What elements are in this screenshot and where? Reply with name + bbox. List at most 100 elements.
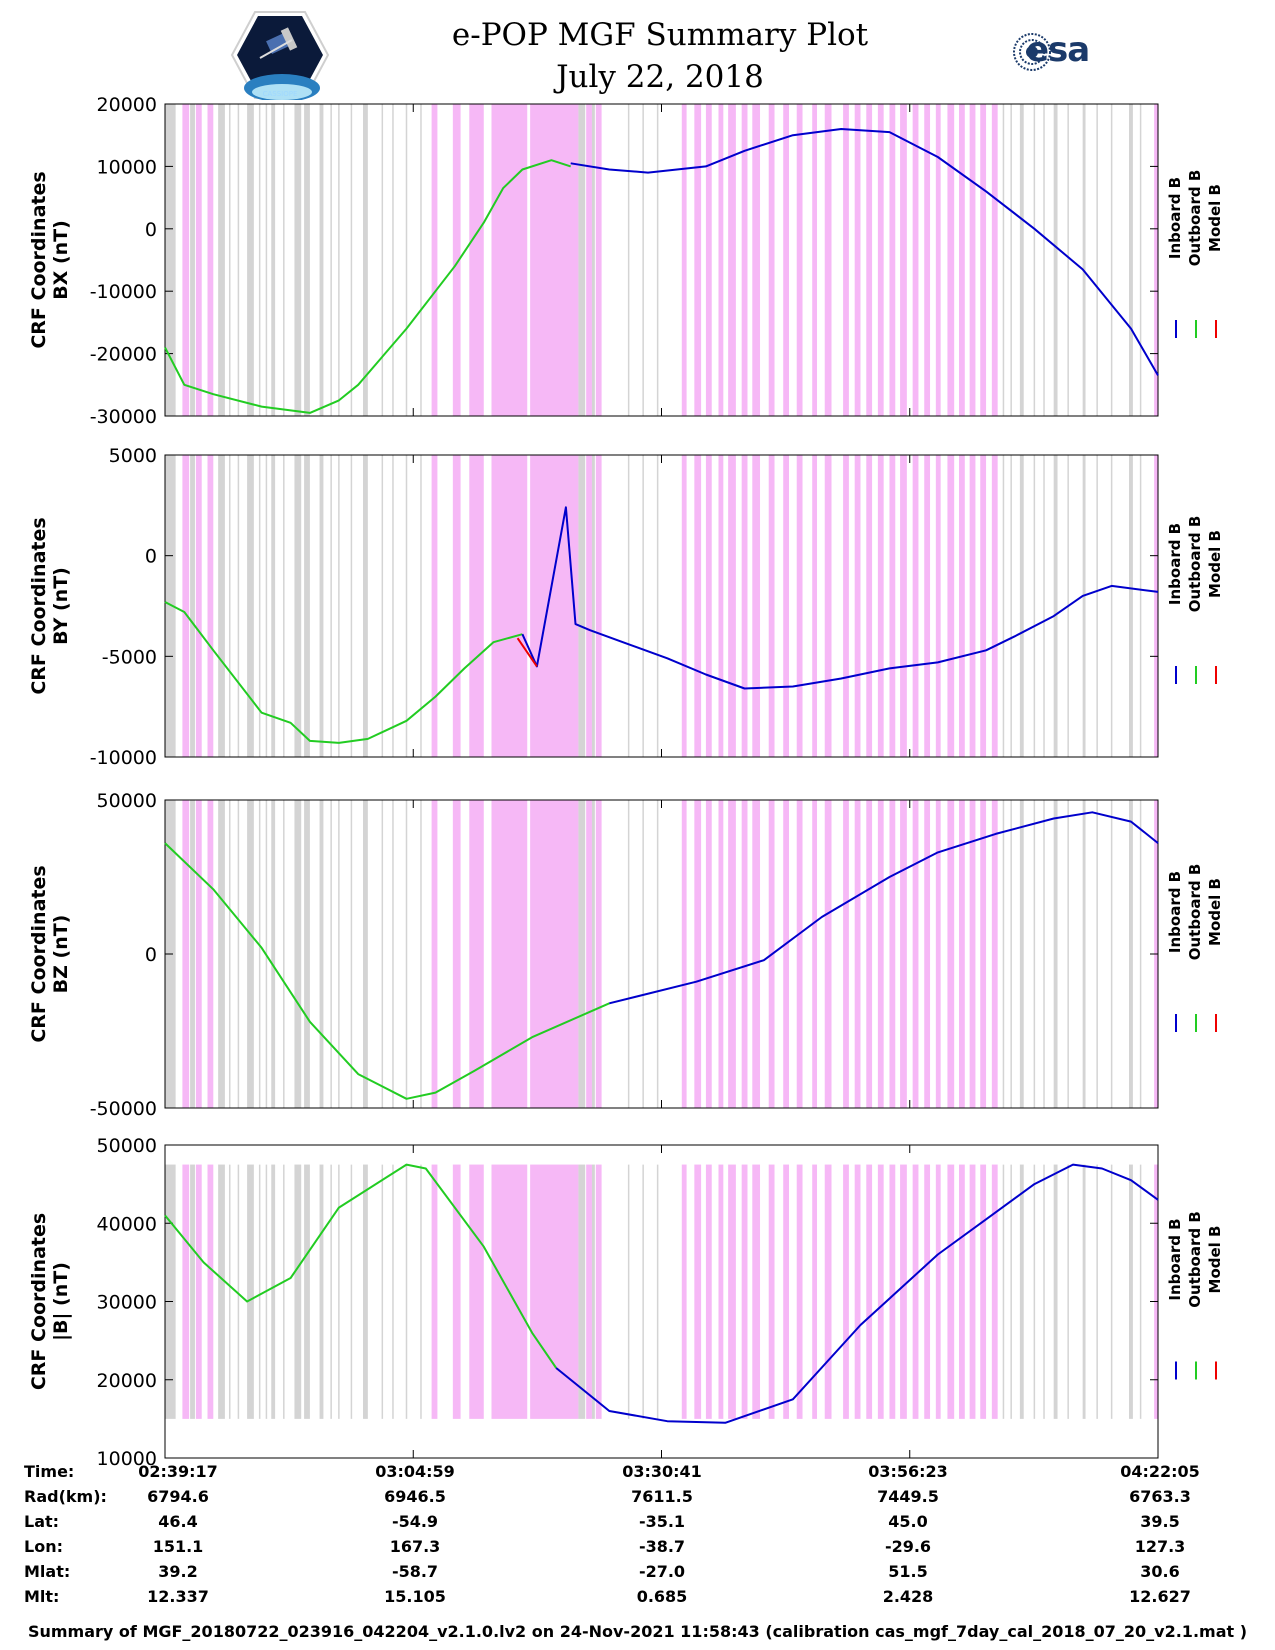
axes-frame bbox=[164, 454, 1159, 758]
band-gray bbox=[1019, 104, 1024, 416]
band-gray bbox=[218, 455, 225, 757]
y-tick-label: 0 bbox=[145, 219, 157, 241]
band-magenta bbox=[469, 455, 484, 757]
band-magenta bbox=[491, 800, 528, 1108]
info-row-value: -29.6 bbox=[884, 1537, 932, 1556]
band-gray bbox=[1129, 455, 1133, 757]
band-magenta bbox=[595, 104, 602, 416]
y-tick-label: -10000 bbox=[90, 747, 157, 769]
band-magenta bbox=[991, 1164, 998, 1419]
band-magenta bbox=[530, 800, 579, 1108]
band-magenta bbox=[595, 800, 602, 1108]
info-row-value: 02:39:17 bbox=[138, 1462, 218, 1481]
band-magenta bbox=[866, 455, 873, 757]
band-magenta bbox=[843, 800, 849, 1108]
legend-label: Inboard B bbox=[1166, 871, 1184, 953]
summary-line: Summary of MGF_20180722_023916_042204_v2… bbox=[27, 1622, 1248, 1641]
y-axis-label: CRF CoordinatesBZ (nT) bbox=[28, 865, 72, 1042]
esa-logo-text: esa bbox=[1026, 30, 1090, 70]
band-magenta bbox=[912, 800, 919, 1108]
band-gray bbox=[218, 104, 225, 416]
band-magenta bbox=[431, 455, 438, 757]
band-magenta bbox=[741, 455, 748, 757]
band-magenta bbox=[889, 455, 896, 757]
band-magenta bbox=[783, 104, 790, 416]
band-gray bbox=[1129, 800, 1133, 1108]
band-gray bbox=[1053, 455, 1058, 757]
band-gray bbox=[218, 800, 225, 1108]
y-tick-label: 0 bbox=[145, 944, 157, 966]
band-magenta bbox=[681, 104, 687, 416]
info-row-value: 51.5 bbox=[888, 1562, 928, 1581]
band-gray bbox=[319, 455, 324, 757]
y-tick-label: 0 bbox=[145, 546, 157, 568]
y-axis-label: CRF CoordinatesBX (nT) bbox=[28, 171, 72, 348]
band-magenta bbox=[741, 1164, 748, 1419]
band-gray bbox=[304, 455, 310, 757]
y-tick-label: -10000 bbox=[90, 281, 157, 303]
band-gray bbox=[1019, 1164, 1024, 1419]
band-magenta bbox=[718, 800, 724, 1108]
info-row-value: -27.0 bbox=[638, 1562, 686, 1581]
info-row: Time: 02:39:17 03:04:59 03:30:41 03:56:23 04:… bbox=[0, 1462, 1275, 1486]
band-gray bbox=[304, 800, 310, 1108]
band-magenta bbox=[947, 800, 955, 1108]
y-tick-label: 30000 bbox=[97, 1292, 157, 1314]
legend-label: Outboard B bbox=[1186, 864, 1204, 961]
axes-frame bbox=[164, 1144, 1159, 1459]
band-magenta bbox=[741, 104, 748, 416]
band-magenta bbox=[947, 104, 955, 416]
series-inboard-b bbox=[521, 506, 1159, 690]
band-gray bbox=[190, 800, 195, 1108]
band-magenta bbox=[824, 455, 832, 757]
band-magenta bbox=[694, 104, 702, 416]
band-magenta bbox=[866, 104, 873, 416]
band-magenta bbox=[812, 455, 818, 757]
info-row-value: 45.0 bbox=[888, 1512, 928, 1531]
band-magenta bbox=[595, 455, 602, 757]
band-magenta bbox=[705, 1164, 712, 1419]
band-magenta bbox=[877, 104, 884, 416]
band-magenta bbox=[854, 104, 861, 416]
band-gray bbox=[247, 800, 254, 1108]
info-row-value: 04:22:05 bbox=[1120, 1462, 1200, 1481]
band-magenta bbox=[877, 455, 884, 757]
band-gray bbox=[363, 104, 368, 416]
band-magenta bbox=[752, 1164, 761, 1419]
band-gray bbox=[294, 104, 302, 416]
band-magenta bbox=[728, 104, 736, 416]
legend-label: Outboard B bbox=[1186, 170, 1204, 267]
band-magenta bbox=[728, 455, 736, 757]
band-gray bbox=[591, 455, 595, 757]
y-axis-label-line1: CRF Coordinates bbox=[28, 517, 50, 694]
info-row-value: -58.7 bbox=[391, 1562, 439, 1581]
series-outboard-b bbox=[164, 601, 523, 744]
band-gray bbox=[271, 800, 276, 1108]
band-magenta bbox=[980, 455, 987, 757]
chart-title-line1: e-POP MGF Summary Plot bbox=[451, 17, 869, 53]
legend-label: Inboard B bbox=[1166, 523, 1184, 605]
series-inboard-b bbox=[570, 128, 1159, 376]
y-tick-label: -50000 bbox=[90, 1098, 157, 1120]
band-magenta bbox=[207, 455, 214, 757]
info-row-value: 6794.6 bbox=[147, 1487, 209, 1506]
y-axis-label-line1: CRF Coordinates bbox=[28, 865, 50, 1042]
band-magenta bbox=[586, 455, 592, 757]
series-inboard-b bbox=[609, 811, 1159, 1005]
band-magenta bbox=[1154, 1164, 1158, 1419]
band-magenta bbox=[912, 104, 919, 416]
band-magenta bbox=[452, 1164, 461, 1419]
band-magenta bbox=[783, 455, 790, 757]
band-magenta bbox=[854, 1164, 861, 1419]
band-gray bbox=[165, 104, 176, 416]
band-magenta bbox=[452, 455, 461, 757]
info-row-value: 6763.3 bbox=[1129, 1487, 1191, 1506]
band-magenta bbox=[431, 104, 438, 416]
legend-label: Outboard B bbox=[1186, 1211, 1204, 1308]
info-row-value: 7611.5 bbox=[631, 1487, 693, 1506]
band-gray bbox=[591, 800, 595, 1108]
band-gray bbox=[578, 1164, 586, 1419]
band-magenta bbox=[452, 104, 461, 416]
band-magenta bbox=[207, 800, 214, 1108]
